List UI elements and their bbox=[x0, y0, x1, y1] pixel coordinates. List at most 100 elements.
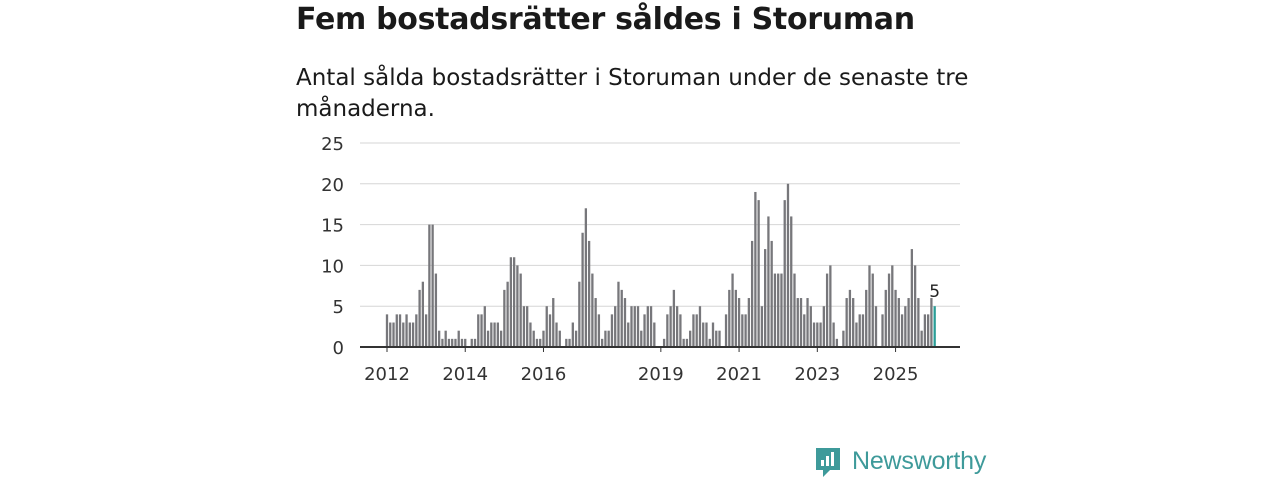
x-tick-label: 2023 bbox=[794, 364, 840, 385]
bar bbox=[715, 330, 718, 347]
chart-subtitle: Antal sålda bostadsrätter i Storuman und… bbox=[296, 65, 969, 122]
bar bbox=[464, 338, 467, 347]
bar bbox=[897, 298, 900, 347]
bar bbox=[438, 330, 441, 347]
bar bbox=[529, 322, 532, 347]
bar bbox=[861, 314, 865, 347]
bar bbox=[516, 265, 519, 347]
bar bbox=[571, 322, 574, 347]
bar bbox=[594, 298, 597, 347]
brand-name: Newsworthy bbox=[852, 447, 987, 475]
bar bbox=[900, 314, 904, 347]
bar bbox=[503, 289, 506, 347]
bar bbox=[702, 322, 705, 347]
bar bbox=[865, 289, 868, 347]
bar bbox=[868, 265, 871, 347]
bar bbox=[907, 298, 910, 347]
bar bbox=[519, 273, 522, 347]
bar bbox=[724, 314, 728, 347]
bar bbox=[783, 200, 786, 347]
bar bbox=[806, 298, 809, 347]
bar bbox=[395, 314, 398, 347]
bar bbox=[418, 289, 421, 347]
bar bbox=[526, 306, 529, 347]
bar bbox=[411, 322, 415, 347]
bar bbox=[910, 249, 914, 347]
bar bbox=[545, 306, 548, 347]
bar bbox=[874, 306, 878, 347]
bar bbox=[548, 314, 552, 347]
x-tick-label: 2014 bbox=[442, 364, 488, 385]
bar bbox=[581, 232, 584, 347]
bar bbox=[835, 338, 839, 347]
bar bbox=[653, 322, 656, 347]
bar bbox=[405, 314, 408, 347]
bar bbox=[539, 338, 542, 347]
bar bbox=[819, 322, 822, 347]
bar bbox=[444, 330, 447, 347]
bar bbox=[741, 314, 744, 347]
bar bbox=[770, 240, 773, 347]
x-tick-label: 2012 bbox=[364, 364, 410, 385]
bar bbox=[764, 249, 767, 347]
bar bbox=[917, 298, 920, 347]
bar bbox=[542, 330, 545, 347]
bar bbox=[454, 338, 457, 347]
bar bbox=[887, 273, 891, 347]
bar bbox=[812, 322, 816, 347]
bar bbox=[685, 338, 689, 347]
bar bbox=[610, 314, 614, 347]
bar bbox=[633, 306, 636, 347]
highlight-bar bbox=[933, 306, 936, 347]
chart-title: Fem bostadsrätter såldes i Storuman bbox=[296, 2, 915, 37]
bar bbox=[451, 338, 454, 347]
bar bbox=[675, 306, 679, 347]
x-tick-label: 2021 bbox=[716, 364, 762, 385]
y-tick-label: 0 bbox=[333, 338, 344, 359]
bar bbox=[646, 306, 649, 347]
bar bbox=[780, 273, 783, 347]
bar bbox=[473, 338, 477, 347]
bar bbox=[643, 314, 646, 347]
bar bbox=[578, 281, 581, 347]
bar bbox=[894, 289, 897, 347]
bar bbox=[679, 314, 682, 347]
bar bbox=[441, 338, 444, 347]
bar bbox=[754, 191, 757, 347]
bar bbox=[574, 330, 578, 347]
bar bbox=[881, 314, 884, 347]
bar bbox=[597, 314, 601, 347]
bar bbox=[734, 289, 737, 347]
bar bbox=[607, 330, 610, 347]
x-tick-label: 2025 bbox=[873, 364, 919, 385]
bar bbox=[858, 314, 861, 347]
bar bbox=[927, 314, 930, 347]
bar bbox=[552, 298, 555, 347]
bar bbox=[662, 338, 666, 347]
bar bbox=[604, 330, 607, 347]
bar bbox=[499, 330, 503, 347]
bar bbox=[842, 330, 845, 347]
bar bbox=[555, 322, 558, 347]
bar bbox=[711, 322, 715, 347]
bar bbox=[392, 322, 395, 347]
bar bbox=[408, 322, 411, 347]
bar bbox=[695, 314, 698, 347]
bar bbox=[904, 306, 907, 347]
bar bbox=[718, 330, 721, 347]
bar bbox=[884, 289, 887, 347]
bar bbox=[460, 338, 464, 347]
bar bbox=[568, 338, 571, 347]
bar bbox=[803, 314, 806, 347]
bar bbox=[913, 265, 917, 347]
bar bbox=[627, 322, 630, 347]
bar bbox=[483, 306, 486, 347]
bar bbox=[506, 281, 509, 347]
bar bbox=[855, 322, 858, 347]
bar bbox=[447, 338, 451, 347]
bar bbox=[428, 224, 431, 347]
bar bbox=[620, 289, 623, 347]
bar bbox=[522, 306, 526, 347]
bar bbox=[744, 314, 747, 347]
bar bbox=[809, 306, 812, 347]
